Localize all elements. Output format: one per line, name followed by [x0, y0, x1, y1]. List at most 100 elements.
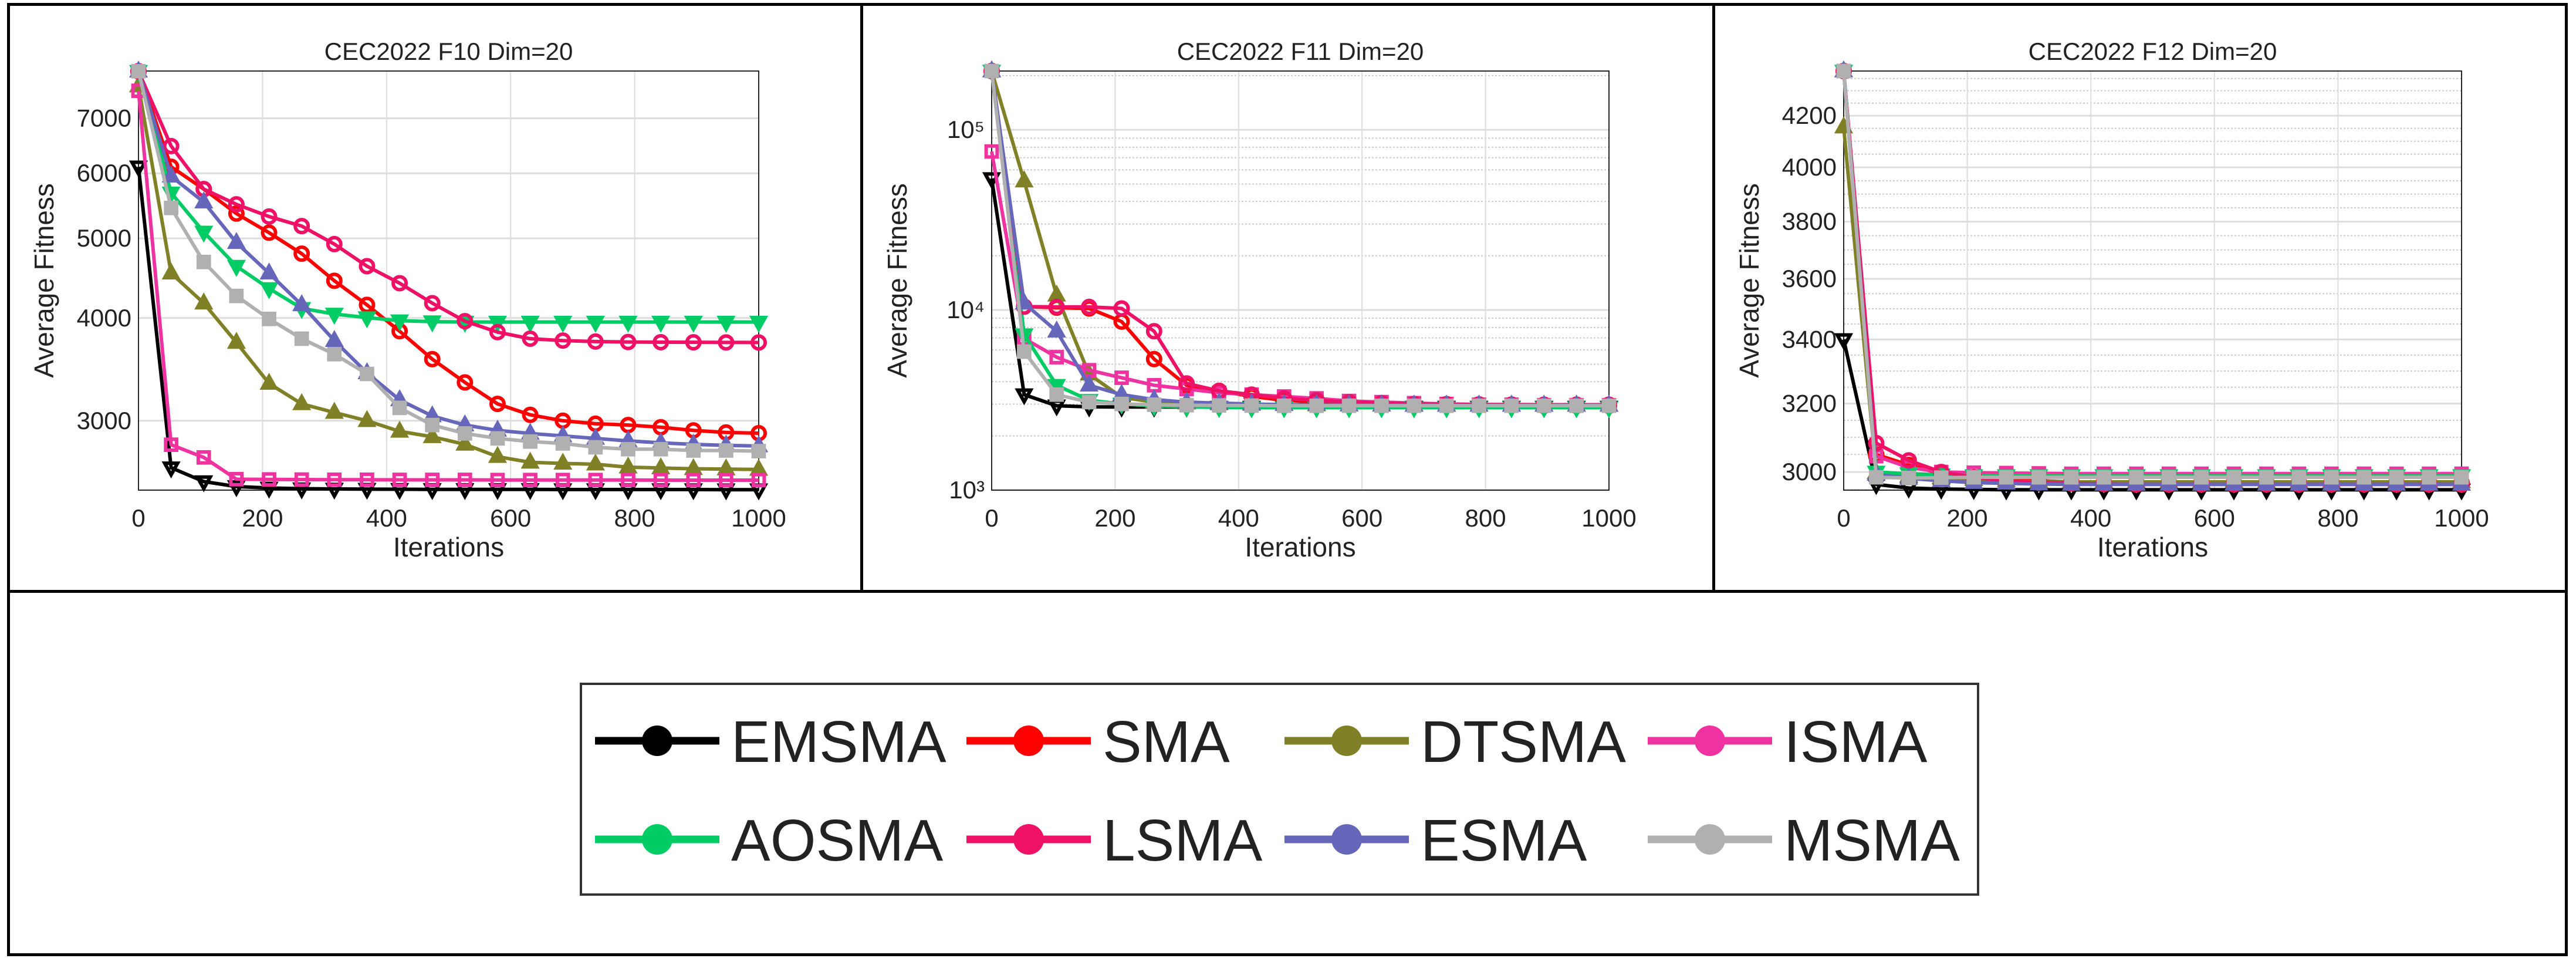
data-point — [425, 473, 440, 487]
data-point — [1999, 470, 2014, 485]
data-point — [327, 472, 342, 487]
data-point — [294, 472, 309, 487]
data-point — [522, 406, 539, 423]
legend-item-sma: SMA — [966, 709, 1230, 775]
frame-row-divider — [7, 590, 2568, 593]
x-tick-label: 800 — [2317, 504, 2358, 532]
legend-label: AOSMA — [731, 808, 943, 873]
data-point — [163, 137, 180, 154]
data-point — [161, 461, 181, 479]
data-point — [390, 420, 410, 438]
data-point — [1015, 388, 1034, 406]
data-point — [292, 294, 312, 312]
data-point — [1309, 398, 1324, 413]
y-tick-label: 3000 — [77, 407, 131, 434]
data-point — [520, 315, 540, 333]
x-tick-label: 400 — [366, 504, 407, 532]
data-point — [489, 323, 506, 340]
data-point — [324, 308, 344, 325]
data-point — [326, 235, 343, 252]
data-point — [1901, 470, 1916, 485]
frame-col-divider-1 — [860, 3, 863, 593]
data-point — [621, 473, 635, 488]
data-point — [651, 315, 671, 333]
data-point — [164, 437, 178, 452]
data-point — [262, 472, 276, 487]
frame-col-divider-2 — [1712, 3, 1715, 593]
y-tick-label: 3600 — [1782, 265, 1837, 292]
data-point — [1836, 63, 1851, 79]
x-tick-label: 1000 — [2434, 504, 2489, 532]
legend-item-lsma: LSMA — [966, 808, 1263, 873]
data-point — [621, 441, 635, 457]
x-tick-label: 0 — [1837, 504, 1850, 532]
data-point — [984, 63, 999, 79]
data-point — [1147, 397, 1162, 412]
x-tick-label: 800 — [614, 504, 655, 532]
data-point — [161, 166, 181, 183]
data-point — [1244, 398, 1259, 413]
data-point — [653, 334, 670, 351]
data-point — [228, 205, 245, 222]
data-point — [522, 330, 539, 347]
data-point — [2454, 470, 2469, 485]
data-point — [719, 443, 733, 458]
legend-label: DTSMA — [1421, 709, 1626, 775]
data-point — [2064, 470, 2079, 485]
legend-marker-icon — [1695, 726, 1725, 756]
data-point — [651, 457, 671, 474]
data-point — [1472, 398, 1486, 413]
data-point — [751, 334, 767, 351]
data-point — [618, 315, 638, 333]
legend-label: MSMA — [1784, 808, 1960, 873]
legend-marker-icon — [1013, 824, 1044, 855]
data-point — [2357, 470, 2372, 485]
data-point — [228, 196, 245, 213]
data-point — [2389, 470, 2404, 485]
data-point — [553, 315, 573, 333]
data-point — [259, 262, 279, 280]
data-point — [1178, 375, 1195, 392]
data-point — [1049, 350, 1064, 365]
data-point — [196, 254, 211, 269]
legend-label: LSMA — [1103, 808, 1263, 873]
data-point — [751, 473, 766, 488]
data-point — [359, 258, 376, 275]
data-point — [2324, 470, 2339, 485]
y-tick-label: 4200 — [1782, 102, 1837, 129]
series-msma — [984, 63, 1617, 413]
y-tick-label: 7000 — [77, 104, 131, 131]
data-point — [392, 473, 407, 487]
data-point — [357, 410, 377, 427]
data-point — [2291, 470, 2307, 485]
data-point — [294, 331, 309, 346]
data-point — [262, 311, 276, 326]
data-point — [2259, 470, 2274, 485]
frame-left — [7, 3, 10, 956]
legend-marker-icon — [1695, 824, 1725, 855]
x-tick-label: 200 — [1094, 504, 1135, 532]
data-point — [2161, 470, 2176, 485]
data-point — [196, 450, 211, 465]
data-point — [555, 473, 570, 488]
x-tick-label: 600 — [1341, 504, 1382, 532]
legend-marker-icon — [1331, 726, 1362, 756]
y-axis-label: Average Fitness — [882, 183, 912, 378]
data-point — [488, 315, 508, 333]
data-point — [684, 315, 703, 333]
legend-item-dtsma: DTSMA — [1284, 709, 1626, 775]
data-point — [1015, 170, 1034, 188]
data-point — [324, 329, 344, 347]
y-tick-label: 3800 — [1782, 208, 1837, 235]
data-point — [719, 473, 733, 488]
data-point — [490, 473, 505, 488]
frame-right — [2565, 3, 2568, 956]
data-point — [1439, 398, 1454, 413]
data-point — [718, 334, 735, 351]
y-tick-label: 6000 — [77, 159, 131, 187]
x-tick-label: 600 — [490, 504, 531, 532]
legend-label: ESMA — [1421, 808, 1587, 873]
legend-marker-icon — [642, 726, 672, 756]
data-point — [261, 208, 278, 225]
